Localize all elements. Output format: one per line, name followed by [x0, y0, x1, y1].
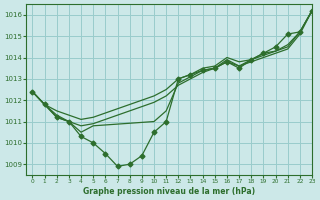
- X-axis label: Graphe pression niveau de la mer (hPa): Graphe pression niveau de la mer (hPa): [83, 187, 255, 196]
